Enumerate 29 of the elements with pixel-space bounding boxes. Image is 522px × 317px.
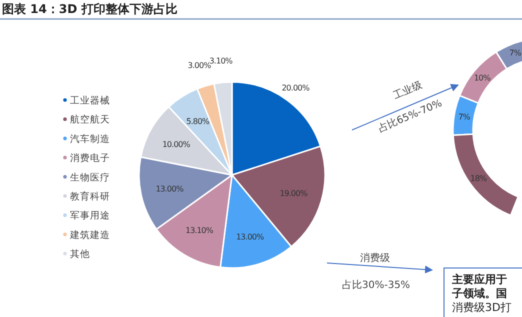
legend-label: 其他 xyxy=(70,248,90,260)
data-label: 10% xyxy=(474,73,492,82)
data-label: 13.10% xyxy=(185,226,214,235)
legend-label: 建筑建造 xyxy=(69,228,110,241)
data-label: 3.10% xyxy=(209,56,234,66)
data-label: 19.00% xyxy=(280,188,308,198)
data-label: 20.00% xyxy=(282,84,310,93)
data-label: 7% xyxy=(509,48,522,58)
chart-title: 图表 14：3D 打印整体下游占比 xyxy=(2,2,178,16)
data-label: 10.00% xyxy=(162,140,191,149)
data-label: 18% xyxy=(470,174,488,183)
text: 工业级 xyxy=(391,78,424,102)
text: 占比30%-35% xyxy=(342,279,410,291)
text: 消费级 xyxy=(360,252,390,264)
legend-label: 生物医疗 xyxy=(70,171,110,184)
legend-label: 航空航天 xyxy=(70,114,110,126)
text: 主要应用于 xyxy=(451,273,507,286)
legend-label: 军事用途 xyxy=(70,210,110,222)
legend-label: 汽车制造 xyxy=(70,132,110,145)
text: 消费级3D打 xyxy=(452,301,512,314)
data-label: 13.00% xyxy=(156,184,184,194)
legend-label: 消费电子 xyxy=(70,152,110,164)
data-label: 13.00% xyxy=(236,232,264,242)
legend-label: 教育科研 xyxy=(70,190,110,202)
text: 子领域。国 xyxy=(451,287,507,300)
data-label: 5.80% xyxy=(186,116,210,126)
data-label: 7% xyxy=(458,112,471,122)
legend-label: 工业器械 xyxy=(70,94,110,106)
data-label: 3.00% xyxy=(188,60,212,70)
